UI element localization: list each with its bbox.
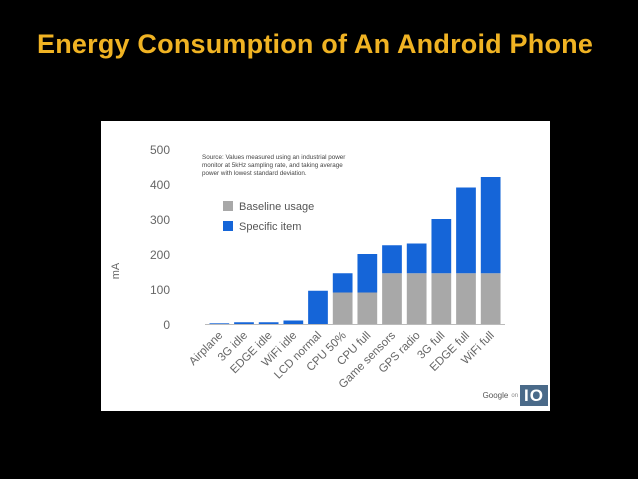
google-wordmark: Google [482,391,509,400]
bar-specific-8 [406,243,427,274]
bar-specific-4 [308,290,328,324]
bar-baseline-6 [357,292,378,324]
io-mark: on IO [511,385,548,406]
slide-title: Energy Consumption of An Android Phone [37,29,594,59]
y-tick-label-300: 300 [150,213,170,227]
bar-specific-11 [480,177,501,274]
legend-label-0: Baseline usage [239,201,314,213]
bar-specific-9 [431,219,452,274]
legend-swatch-1 [223,221,233,231]
y-tick-label-400: 400 [150,178,170,192]
google-io-logo: Google on IO [483,385,548,406]
y-tick-label-500: 500 [150,143,170,157]
legend: Baseline usage Specific item [223,201,314,233]
bar-specific-2 [258,322,279,324]
y-axis: 0 100 200 300 400 500 [150,143,505,332]
y-tick-label-0: 0 [163,318,170,332]
legend-label-1: Specific item [239,221,301,233]
bar-specific-0 [209,323,230,324]
bar-specific-5 [332,273,353,293]
bar-specific-10 [456,187,476,274]
bar-specific-6 [357,254,378,293]
y-tick-label-200: 200 [150,248,170,262]
bar-baseline-5 [332,292,353,324]
source-note: Source: Values measured using an industr… [202,154,345,177]
bar-baseline-9 [431,273,452,324]
bar-specific-3 [283,320,304,324]
bar-specific-7 [382,245,402,274]
bar-baseline-11 [480,273,501,324]
legend-swatch-0 [223,201,233,211]
bar-baseline-8 [406,273,427,324]
logo-sub: on [511,392,519,399]
bar-baseline-10 [456,273,476,324]
x-tick-label-0: Airplane [187,330,225,368]
bars [209,177,501,324]
y-axis-label: mA [110,262,122,279]
source-note-line-0: Source: Values measured using an industr… [202,154,345,161]
source-note-line-1: monitor at 5kHz sampling rate, and takin… [202,162,343,169]
io-box: IO [520,385,548,406]
y-tick-label-100: 100 [150,283,170,297]
bar-specific-1 [234,322,254,324]
chart-panel: 0 100 200 300 400 500 Airplane 3G idle EDGE idl… [101,121,550,411]
bar-baseline-7 [382,273,402,324]
source-note-line-2: power with lowest standard deviation. [202,170,307,177]
